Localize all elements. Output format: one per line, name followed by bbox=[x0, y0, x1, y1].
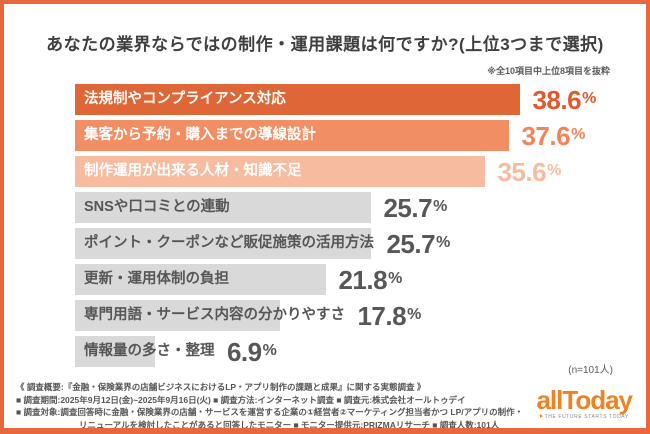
bar-label: 制作運用が出来る人材・知識不足 bbox=[84, 163, 302, 179]
triangle-icon bbox=[539, 414, 543, 418]
survey-detail-line: 《 調査概要:『金融・保険業界の店舗ビジネスにおけるLP・アプリ制作の課題と成果… bbox=[16, 382, 426, 392]
bar-value: 21.8% bbox=[338, 265, 402, 295]
bar-value: 35.6% bbox=[497, 157, 561, 187]
bar-value: 25.7% bbox=[386, 229, 450, 259]
percent-sign: % bbox=[571, 126, 585, 143]
bar-value: 6.9% bbox=[226, 337, 277, 367]
sample-size-label: (n=101人) bbox=[568, 365, 613, 376]
alltoday-logo: allToday THE FUTURE STARTS TODAY bbox=[536, 385, 633, 420]
bar-fill bbox=[75, 84, 520, 115]
bar-fill bbox=[75, 228, 371, 259]
survey-detail-line: リニューアルを検討したことがあると回答したモニター ■ モニター提供元:PRIZ… bbox=[79, 419, 500, 430]
bar-row: 専門用語・サービス内容の分かりやすさ 17.8% bbox=[75, 300, 636, 331]
survey-details: 《 調査概要:『金融・保険業界の店舗ビジネスにおけるLP・アプリ制作の課題と成果… bbox=[16, 381, 526, 430]
percent-sign: % bbox=[388, 270, 402, 287]
bar-row: ポイント・クーポンなど販促施策の活用方法 25.7% bbox=[75, 228, 636, 259]
bar-fill bbox=[75, 300, 280, 331]
bar-chart: 法規制やコンプライアンス対応 38.6% 集客から予約・購入までの導線設計 37… bbox=[75, 84, 636, 372]
percent-sign: % bbox=[433, 198, 447, 215]
survey-detail-line: ■ 調査期間:2025年9月12日(金)~2025年9月16日(火) ■ 調査方… bbox=[16, 394, 466, 405]
survey-detail-line: ■ 調査対象:調査回答時に金融・保険業界の店舗・サービスを運営する企業の①経営者… bbox=[16, 407, 524, 417]
percent-sign: % bbox=[262, 342, 277, 359]
note-text: ※全10項目中上位8項目を抜粋 bbox=[487, 66, 610, 76]
bar-row: 集客から予約・購入までの導線設計 37.6% bbox=[75, 120, 636, 151]
bar-label: ポイント・クーポンなど販促施策の活用方法 bbox=[84, 235, 374, 251]
bar-row: 制作運用が出来る人材・知識不足 35.6% bbox=[75, 156, 636, 187]
bar-value: 17.8% bbox=[357, 301, 421, 331]
bar-label: 更新・運用体制の負担 bbox=[84, 271, 229, 287]
bar-fill bbox=[75, 192, 371, 223]
percent-sign: % bbox=[407, 306, 421, 323]
percent-sign: % bbox=[547, 162, 561, 179]
logo-wordmark: allToday bbox=[536, 385, 633, 415]
bar-label: 法規制やコンプライアンス対応 bbox=[84, 91, 286, 107]
percent-sign: % bbox=[436, 234, 450, 251]
page-title: あなたの業界ならではの制作・運用課題は何ですか?(上位3つまで選択) bbox=[46, 35, 604, 54]
percent-sign: % bbox=[582, 90, 596, 107]
bar-fill bbox=[75, 120, 509, 151]
bar-fill bbox=[75, 336, 155, 367]
bar-value: 38.6% bbox=[532, 85, 596, 115]
bar-label: 専門用語・サービス内容の分かりやすさ bbox=[84, 307, 345, 323]
bar-value: 25.7% bbox=[383, 193, 447, 223]
bar-value: 37.6% bbox=[521, 121, 585, 151]
bar-row: SNSや口コミとの連動 25.7% bbox=[75, 192, 636, 223]
logo-tagline: THE FUTURE STARTS TODAY bbox=[536, 414, 632, 420]
bar-label: 集客から予約・購入までの導線設計 bbox=[84, 127, 316, 143]
bar-row: 更新・運用体制の負担 21.8% bbox=[75, 264, 636, 295]
bar-row: 法規制やコンプライアンス対応 38.6% bbox=[75, 84, 636, 115]
bar-fill bbox=[75, 264, 326, 295]
bar-label: 情報量の多さ・整理 bbox=[84, 343, 215, 359]
bar-label: SNSや口コミとの連動 bbox=[84, 199, 230, 215]
bar-fill bbox=[75, 156, 485, 187]
bar-row: 情報量の多さ・整理 6.9% bbox=[75, 336, 636, 367]
